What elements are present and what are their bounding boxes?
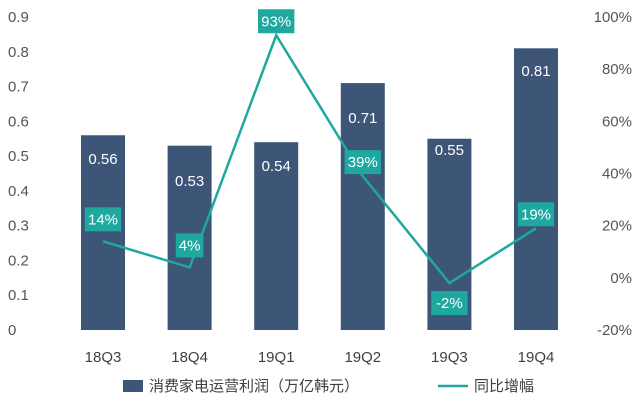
right-tick-label: 100% bbox=[594, 9, 632, 26]
growth-label-box bbox=[175, 233, 204, 258]
bar bbox=[340, 83, 385, 330]
right-tick-label: 80% bbox=[602, 61, 632, 78]
legend: 消费家电运营利润（万亿韩元） 同比增幅 bbox=[123, 377, 534, 395]
left-tick-label: 0.7 bbox=[8, 79, 29, 96]
growth-label: 93% bbox=[261, 13, 291, 30]
bar bbox=[254, 142, 299, 330]
category-label: 18Q4 bbox=[171, 349, 208, 366]
legend-bar-swatch bbox=[123, 380, 143, 392]
right-tick-label: 40% bbox=[602, 166, 632, 183]
line-value-labels: 14% 4% 93% 39% -2% 19% bbox=[84, 9, 555, 316]
growth-label-box bbox=[344, 150, 381, 175]
left-tick-label: 0.5 bbox=[8, 148, 29, 165]
growth-label: -2% bbox=[436, 295, 463, 312]
bar-value-label: 0.56 bbox=[88, 151, 117, 168]
growth-label-box bbox=[431, 291, 468, 316]
right-tick-label: 60% bbox=[602, 113, 632, 130]
bar-value-label: 0.71 bbox=[348, 110, 377, 127]
category-label: 19Q1 bbox=[258, 349, 295, 366]
right-tick-label: 0% bbox=[610, 270, 632, 287]
bar-value-label: 0.54 bbox=[262, 158, 291, 175]
bar-value-label: 0.55 bbox=[435, 142, 464, 159]
category-labels: 18Q3 18Q4 19Q1 19Q2 19Q3 19Q4 bbox=[85, 349, 555, 366]
left-tick-label: 0.1 bbox=[8, 287, 29, 304]
left-axis-ticks: 0 0.1 0.2 0.3 0.4 0.5 0.6 0.7 0.8 0.9 bbox=[8, 9, 29, 339]
left-tick-label: 0.8 bbox=[8, 44, 29, 61]
legend-bar-label: 消费家电运营利润（万亿韩元） bbox=[149, 377, 359, 395]
growth-label: 39% bbox=[348, 154, 378, 171]
growth-label: 19% bbox=[521, 206, 551, 223]
bar-series bbox=[81, 48, 558, 331]
category-label: 19Q2 bbox=[344, 349, 381, 366]
legend-line-label: 同比增幅 bbox=[474, 377, 534, 395]
right-tick-label: 20% bbox=[602, 218, 632, 235]
left-tick-label: 0 bbox=[8, 322, 16, 339]
bar-value-labels: 0.56 0.53 0.54 0.71 0.55 0.81 bbox=[88, 63, 550, 190]
bar bbox=[81, 135, 125, 330]
right-axis-ticks: -20% 0% 20% 40% 60% 80% 100% bbox=[594, 9, 632, 339]
left-tick-label: 0.6 bbox=[8, 113, 29, 130]
growth-label-box bbox=[258, 9, 295, 34]
left-tick-label: 0.4 bbox=[8, 183, 29, 200]
growth-label: 14% bbox=[88, 211, 118, 228]
left-tick-label: 0.9 bbox=[8, 9, 29, 26]
growth-label-box bbox=[84, 207, 122, 232]
bar-value-label: 0.53 bbox=[175, 173, 204, 190]
category-label: 19Q3 bbox=[431, 349, 468, 366]
category-label: 19Q4 bbox=[518, 349, 555, 366]
left-tick-label: 0.3 bbox=[8, 218, 29, 235]
growth-label: 4% bbox=[179, 237, 201, 254]
bar bbox=[514, 48, 558, 331]
growth-line bbox=[102, 32, 537, 285]
growth-label-box bbox=[517, 202, 555, 227]
category-label: 18Q3 bbox=[85, 349, 122, 366]
right-tick-label: -20% bbox=[597, 322, 632, 339]
left-tick-label: 0.2 bbox=[8, 252, 29, 269]
line-series bbox=[102, 32, 537, 285]
bar-value-label: 0.81 bbox=[521, 63, 550, 80]
